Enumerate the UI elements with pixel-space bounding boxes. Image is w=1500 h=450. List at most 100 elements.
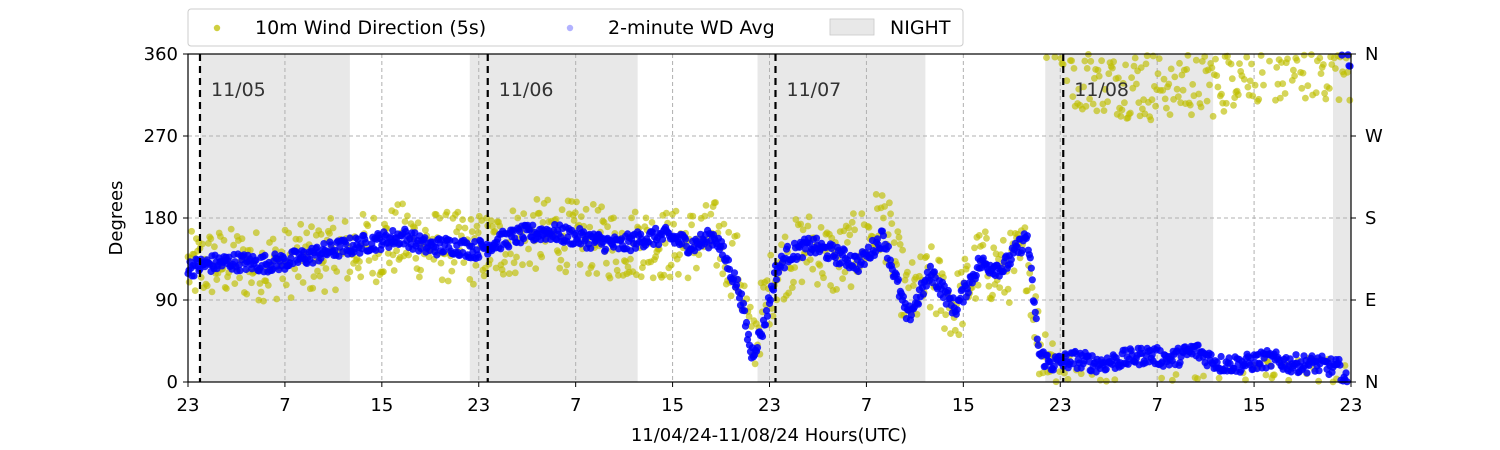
wind-direction-point: [610, 214, 617, 222]
wind-direction-point: [1087, 57, 1095, 65]
wind-direction-point: [1143, 52, 1151, 60]
wind-direction-point: [1317, 70, 1325, 77]
wind-direction-point: [450, 259, 458, 266]
wind-direction-point: [589, 201, 597, 208]
wind-direction-point: [372, 278, 380, 286]
wind-direction-point: [941, 325, 948, 332]
wind-direction-point: [1004, 285, 1012, 293]
wind-direction-point: [327, 215, 335, 222]
wind-direction-point: [961, 255, 969, 263]
wd-avg-point: [659, 235, 667, 243]
wind-direction-point: [1312, 89, 1320, 97]
wd-avg-point: [914, 300, 923, 308]
wind-direction-point: [369, 269, 376, 277]
wd-avg-point: [972, 271, 980, 280]
wd-avg-point: [919, 290, 928, 298]
wind-direction-point: [1291, 72, 1298, 80]
wd-avg-point: [953, 306, 961, 314]
wind-direction-point: [740, 282, 748, 290]
wind-direction-point: [1285, 376, 1293, 384]
wind-direction-point: [974, 281, 982, 289]
wd-avg-point: [346, 234, 354, 242]
wind-direction-point: [649, 274, 657, 282]
wind-direction-point: [588, 262, 596, 269]
wind-direction-point: [957, 268, 965, 276]
wd-avg-point: [1315, 367, 1323, 375]
wind-direction-point: [675, 270, 682, 278]
wind-direction-point: [1051, 53, 1059, 61]
wind-direction-point: [1281, 90, 1289, 97]
wind-direction-point: [1278, 59, 1285, 66]
wind-direction-point: [1201, 53, 1209, 60]
wind-direction-point: [790, 278, 797, 286]
wind-direction-point: [1174, 93, 1182, 100]
wind-direction-point: [297, 220, 305, 228]
wind-direction-point: [454, 208, 462, 216]
wd-avg-point: [1027, 264, 1035, 272]
wd-avg-point: [602, 245, 610, 253]
wind-direction-point: [1260, 81, 1267, 89]
wd-avg-point: [327, 241, 335, 249]
wind-direction-point: [416, 273, 423, 281]
wind-direction-point: [468, 228, 476, 236]
wind-direction-point: [955, 331, 963, 339]
wd-avg-point: [520, 235, 528, 243]
wind-direction-point: [1021, 224, 1029, 232]
wind-direction-point: [390, 267, 398, 274]
wind-direction-point: [1251, 81, 1259, 89]
wind-direction-point: [1189, 81, 1197, 88]
wind-direction-point: [1320, 61, 1327, 68]
wind-direction-point: [514, 214, 522, 222]
wind-direction-point: [1154, 70, 1162, 78]
wind-direction-point: [805, 213, 813, 221]
wind-direction-point: [505, 270, 513, 277]
wind-direction-point: [1220, 108, 1228, 115]
wind-direction-point: [309, 284, 317, 292]
wind-direction-point: [364, 222, 372, 230]
wind-direction-point: [1244, 83, 1252, 91]
wind-direction-point: [1304, 82, 1312, 90]
wind-direction-point: [1192, 56, 1200, 64]
wd-avg-point: [758, 332, 767, 341]
legend-label-night: NIGHT: [890, 17, 951, 39]
wd-avg-point: [939, 294, 948, 302]
wind-direction-point: [1147, 116, 1155, 124]
wind-direction-point: [509, 207, 517, 215]
right-tick-label: E: [1365, 290, 1376, 311]
wind-direction-point: [820, 274, 827, 282]
wind-direction-point: [437, 259, 445, 267]
wind-direction-point: [719, 270, 727, 278]
wind-direction-point: [1110, 58, 1117, 66]
wd-avg-point: [1050, 362, 1058, 370]
wd-avg-point: [761, 321, 770, 329]
wind-direction-point: [593, 270, 601, 277]
wind-direction-point: [904, 268, 911, 276]
wind-direction-point: [1332, 65, 1339, 72]
wind-direction-point: [412, 254, 420, 262]
wind-direction-point: [1010, 267, 1018, 275]
wind-direction-point: [778, 241, 785, 249]
wind-direction-point: [799, 226, 807, 234]
wind-direction-point: [208, 288, 216, 296]
wd-avg-point: [772, 275, 781, 284]
wd-avg-point: [1272, 348, 1280, 356]
wind-direction-point: [185, 278, 193, 286]
wind-direction-point: [492, 264, 500, 272]
wind-direction-point: [287, 294, 295, 301]
wd-avg-point: [342, 240, 350, 248]
wd-avg-point: [1346, 62, 1354, 70]
wind-direction-point: [1270, 371, 1278, 379]
wind-direction-point: [299, 279, 307, 286]
wind-direction-point: [1246, 77, 1254, 85]
wind-direction-point: [850, 210, 857, 218]
wind-direction-point: [1228, 75, 1236, 83]
wind-direction-point: [1184, 52, 1192, 59]
wind-direction-point: [785, 289, 793, 297]
wd-avg-point: [753, 344, 762, 352]
wind-direction-point: [942, 311, 950, 319]
wind-direction-point: [872, 191, 880, 198]
wd-avg-point: [812, 234, 821, 242]
wind-direction-point: [1122, 61, 1129, 69]
day-label: 11/08: [1074, 79, 1129, 101]
wind-direction-point: [1255, 95, 1263, 103]
